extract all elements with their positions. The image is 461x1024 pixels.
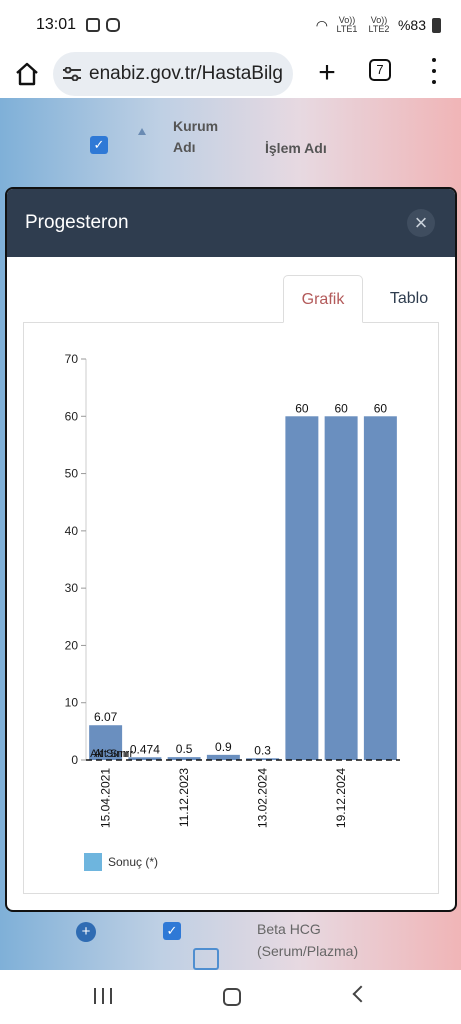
android-nav-bar xyxy=(0,970,461,1024)
url-text: enabiz.gov.tr/HastaBilg xyxy=(89,63,283,84)
nav-home-button[interactable] xyxy=(223,988,241,1006)
select-all-checkbox[interactable]: ✓ xyxy=(90,136,108,154)
column-header-kurum[interactable]: Kurum Adı xyxy=(173,118,219,155)
bar xyxy=(89,725,123,760)
status-time: 13:01 xyxy=(36,16,77,33)
y-tick-label: 30 xyxy=(65,581,79,595)
x-tick-label: 15.04.2021 xyxy=(99,768,113,828)
menu-dot-icon xyxy=(432,80,436,84)
column-header-islem[interactable]: İşlem Adı xyxy=(265,140,327,156)
y-tick-label: 20 xyxy=(65,638,79,652)
tab-tablo[interactable]: Tablo xyxy=(389,290,429,307)
menu-dot-icon xyxy=(432,69,436,73)
bar xyxy=(128,757,162,760)
modal-tabs: Grafik Tablo xyxy=(7,275,455,323)
x-tick-label: 11.12.2023 xyxy=(177,768,191,827)
chart-legend[interactable]: Sonuç (*) xyxy=(84,853,158,871)
chart-modal: Progesteron × Grafik Tablo 0 10 20 30 40 50 60… xyxy=(5,187,457,912)
home-button[interactable] xyxy=(13,60,41,88)
y-tick-label: 50 xyxy=(65,467,79,481)
nav-back-button[interactable] xyxy=(352,985,370,1003)
x-tick-label: 13.02.2024 xyxy=(256,768,270,828)
table-header: ✓ Kurum Adı İşlem Adı xyxy=(0,100,461,190)
y-tick-label: 10 xyxy=(65,696,79,710)
modal-header: Progesteron × xyxy=(7,189,455,257)
status-bar: 13:01 ◠ Vo)) LTE1 Vo)) LTE2 %83 xyxy=(0,0,461,50)
y-tick-label: 0 xyxy=(71,753,78,767)
home-icon xyxy=(16,62,38,86)
bar xyxy=(285,416,319,760)
data-label: 60 xyxy=(334,401,348,415)
y-tick-label: 70 xyxy=(65,352,79,366)
sort-asc-icon[interactable] xyxy=(138,128,146,135)
instagram-icon xyxy=(106,18,121,32)
browser-toolbar: enabiz.gov.tr/HastaBilg + 7 xyxy=(0,50,461,98)
chart-panel: 0 10 20 30 40 50 60 70 6.07 0.474 0.5 0.9 0.3 60 60 60 A… xyxy=(23,322,439,894)
tab-grafik[interactable]: Grafik xyxy=(283,275,363,323)
x-tick-label: 19.12.2024 xyxy=(334,768,348,828)
data-label: 60 xyxy=(374,401,388,415)
sim2-indicator: Vo)) LTE2 xyxy=(368,15,390,34)
row-checkbox[interactable]: ✓ xyxy=(163,922,181,940)
data-label: 0.474 xyxy=(130,742,160,756)
hospital-icon xyxy=(193,948,219,970)
close-button[interactable]: × xyxy=(407,209,435,237)
y-tick-label: 60 xyxy=(65,409,79,423)
overlay-label: Alt Sınır xyxy=(90,748,129,760)
sim1-indicator: Vo)) LTE1 xyxy=(336,15,358,34)
bar-chart: 0 10 20 30 40 50 60 70 6.07 0.474 0.5 0.9 0.3 60 60 60 A… xyxy=(65,352,400,828)
data-label: 0.5 xyxy=(176,742,193,756)
address-bar[interactable]: enabiz.gov.tr/HastaBilg xyxy=(53,52,293,96)
data-label: 0.9 xyxy=(215,740,232,754)
legend-swatch xyxy=(84,853,102,871)
modal-title: Progesteron xyxy=(25,212,129,233)
bar xyxy=(324,416,358,760)
overlay-label: Alt Sınır xyxy=(94,748,133,760)
recent-apps-button[interactable] xyxy=(94,988,112,1004)
bar xyxy=(206,754,240,760)
bar xyxy=(363,416,397,760)
data-label: 6.07 xyxy=(94,710,118,724)
expand-row-button[interactable]: + xyxy=(76,922,96,942)
menu-dot-icon xyxy=(432,58,436,62)
data-label: 0.3 xyxy=(254,743,271,757)
site-settings-icon[interactable] xyxy=(63,67,81,81)
data-label: 60 xyxy=(295,401,309,415)
wifi-icon: ◠ xyxy=(315,16,328,33)
battery-icon xyxy=(432,17,441,33)
row-test-name: Beta HCG (Serum/Plazma) xyxy=(257,921,359,959)
battery-percent: %83 xyxy=(397,17,426,33)
gallery-icon xyxy=(86,18,101,32)
table-row: + ✓ Beta HCG (Serum/Plazma) xyxy=(0,912,461,970)
browser-menu-button[interactable] xyxy=(430,58,438,84)
y-tick-label: 40 xyxy=(65,524,79,538)
new-tab-button[interactable]: + xyxy=(318,56,336,89)
tab-switcher-button[interactable]: 7 xyxy=(369,59,391,81)
bar xyxy=(246,758,280,760)
legend-label: Sonuç (*) xyxy=(108,855,159,869)
bar xyxy=(167,757,201,760)
